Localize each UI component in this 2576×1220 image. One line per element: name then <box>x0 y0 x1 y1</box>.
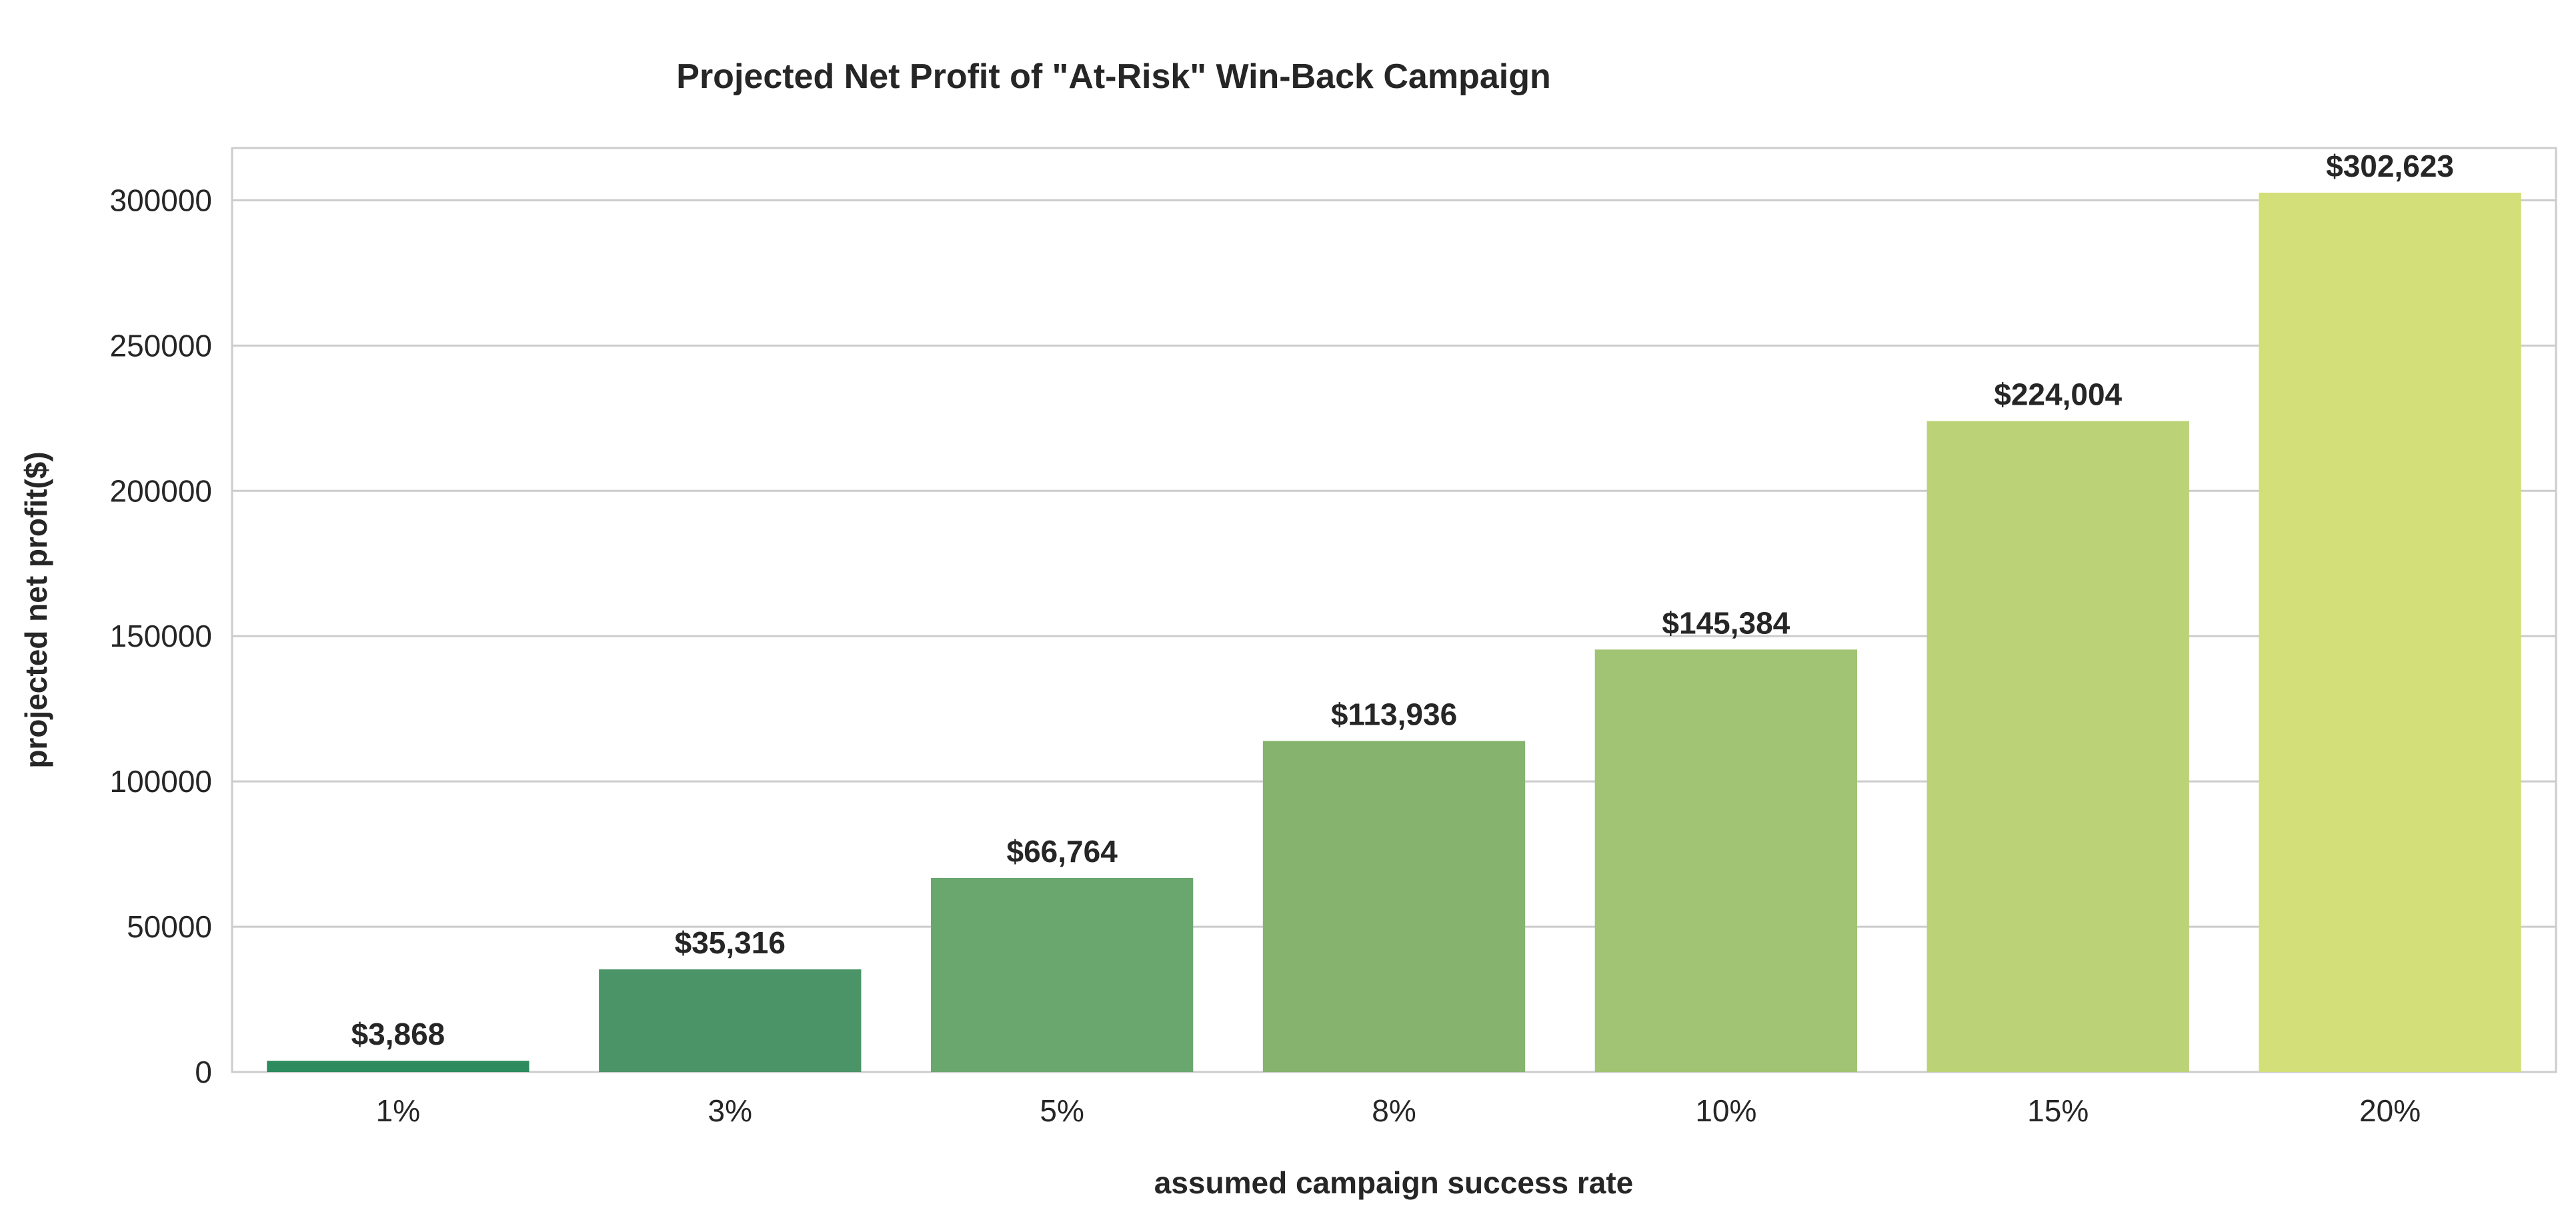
y-tick-label: 100000 <box>110 764 213 799</box>
y-tick-label: 200000 <box>110 473 213 508</box>
y-tick-label: 150000 <box>110 619 213 653</box>
y-tick-label: 300000 <box>110 183 213 217</box>
x-tick-label: 8% <box>1372 1093 1416 1128</box>
bar-data-label: $145,384 <box>1662 605 1790 640</box>
bar-data-label: $35,316 <box>675 925 786 960</box>
y-axis-label: projected net profit($) <box>19 451 53 768</box>
bars <box>267 193 2521 1072</box>
x-axis-label: assumed campaign success rate <box>1154 1165 1633 1200</box>
x-tick-label: 20% <box>2359 1093 2421 1128</box>
bar-data-label: $66,764 <box>1007 834 1118 869</box>
bar-data-label: $302,623 <box>2326 149 2454 183</box>
y-tick-label: 0 <box>195 1055 212 1089</box>
bar-data-label: $113,936 <box>1331 697 1457 731</box>
x-tick-label: 1% <box>376 1093 420 1128</box>
bar-data-label: $224,004 <box>1994 377 2122 412</box>
x-tick-label: 15% <box>2027 1093 2089 1128</box>
y-tick-label: 50000 <box>127 909 212 944</box>
bar <box>599 969 861 1072</box>
x-axis-ticks: 1% 3% 5% 8% 10% 15% 20% <box>376 1093 2421 1128</box>
y-axis-ticks: 0 50000 100000 150000 200000 250000 300000 <box>110 183 213 1089</box>
bar <box>267 1061 529 1072</box>
chart-title: Projected Net Profit of "At-Risk" Win-Ba… <box>676 57 1550 96</box>
x-tick-label: 5% <box>1040 1093 1084 1128</box>
bar-data-label: $3,868 <box>351 1017 445 1051</box>
x-tick-label: 10% <box>1695 1093 1756 1128</box>
y-tick-label: 250000 <box>110 328 213 363</box>
bar <box>1927 421 2189 1072</box>
bar <box>1595 649 1857 1072</box>
x-tick-label: 3% <box>708 1093 752 1128</box>
bar <box>1263 741 1525 1072</box>
bar <box>2259 193 2521 1072</box>
bar <box>931 878 1193 1072</box>
